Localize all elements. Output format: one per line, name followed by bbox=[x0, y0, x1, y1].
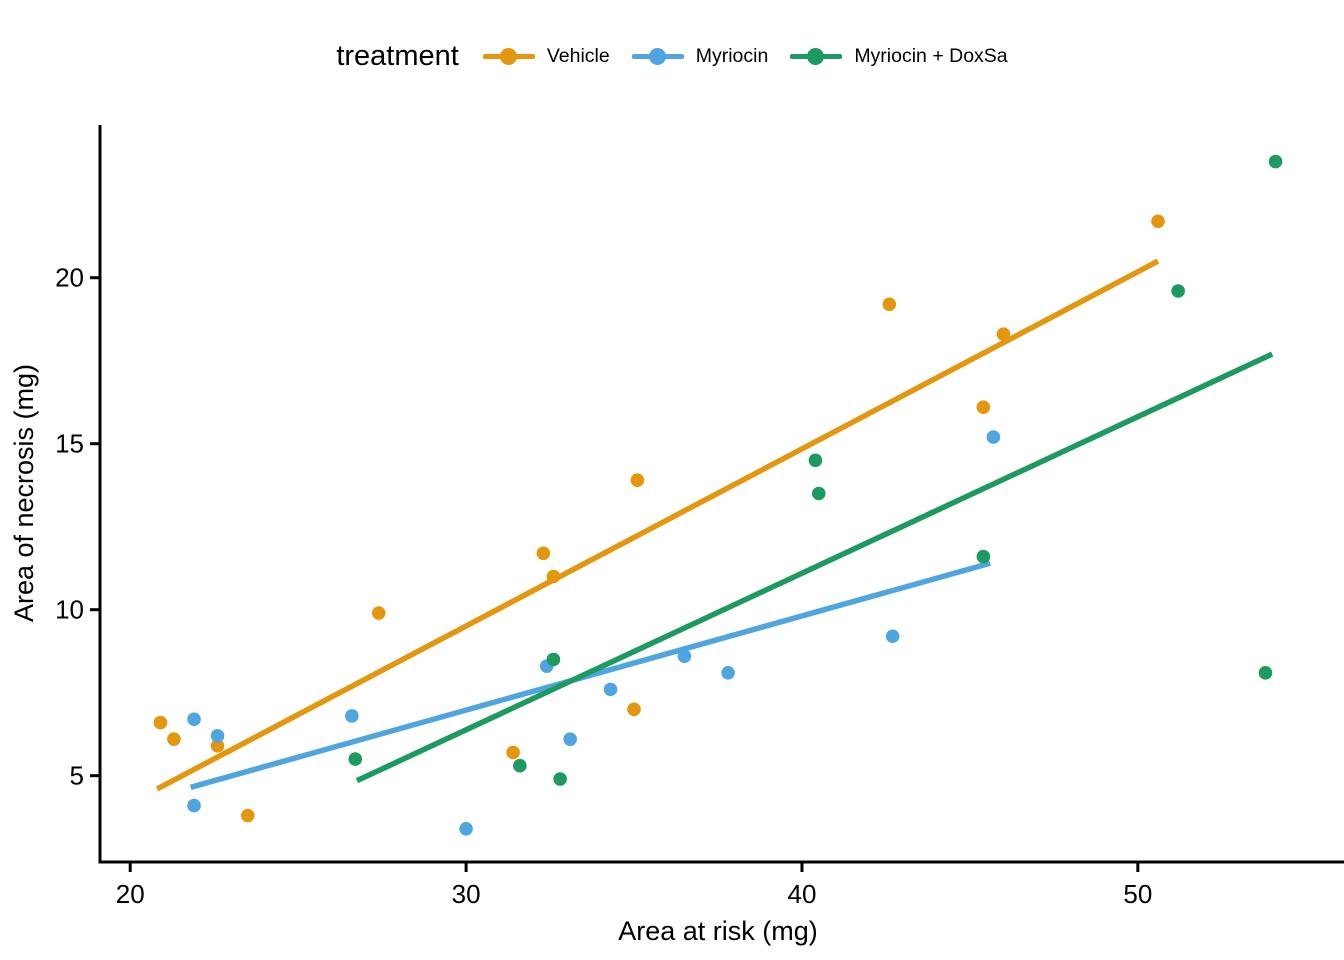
data-point-myriocin bbox=[986, 430, 1001, 444]
data-point-vehicle bbox=[506, 745, 520, 760]
data-point-vehicle bbox=[167, 732, 181, 746]
data-point-myriocin bbox=[563, 732, 578, 746]
data-point-myriocin-doxsa bbox=[1258, 665, 1273, 680]
data-point-vehicle bbox=[627, 702, 641, 717]
trend-line-myriocin bbox=[189, 560, 991, 790]
data-point-vehicle bbox=[536, 546, 551, 561]
data-point-myriocin-doxsa bbox=[546, 652, 561, 667]
data-point-myriocin bbox=[721, 665, 735, 680]
data-point-vehicle bbox=[546, 569, 561, 584]
data-point-myriocin bbox=[677, 649, 692, 663]
x-tick-label: 50 bbox=[1123, 879, 1152, 909]
y-tick-label: 10 bbox=[55, 595, 84, 625]
data-point-myriocin-doxsa bbox=[348, 752, 363, 766]
x-axis-title: Area at risk (mg) bbox=[618, 916, 818, 946]
data-point-vehicle bbox=[153, 715, 168, 730]
y-tick-label: 5 bbox=[70, 761, 84, 791]
data-point-myriocin bbox=[345, 709, 359, 723]
x-tick-label: 30 bbox=[452, 879, 481, 909]
data-point-myriocin bbox=[187, 798, 201, 813]
data-point-vehicle bbox=[1151, 214, 1165, 229]
axes-layer: 20 30 40 50 5 10 15 20 bbox=[55, 125, 1344, 909]
data-point-myriocin-doxsa bbox=[1268, 154, 1283, 169]
y-axis-title: Area of necrosis (mg) bbox=[9, 364, 39, 622]
trend-lines-layer bbox=[155, 258, 1274, 792]
data-point-myriocin-doxsa bbox=[808, 453, 823, 468]
data-point-vehicle bbox=[996, 327, 1011, 341]
y-tick-label: 20 bbox=[55, 263, 84, 293]
data-point-myriocin-doxsa bbox=[513, 758, 527, 773]
y-tick-label: 15 bbox=[55, 429, 84, 459]
data-point-vehicle bbox=[371, 606, 386, 620]
data-point-vehicle bbox=[630, 473, 645, 488]
trend-line-myriocin-doxsa bbox=[355, 351, 1274, 784]
data-point-myriocin bbox=[210, 729, 225, 743]
data-point-myriocin-doxsa bbox=[1171, 284, 1185, 298]
data-point-myriocin-doxsa bbox=[553, 772, 567, 786]
data-point-myriocin-doxsa bbox=[976, 549, 991, 564]
data-point-vehicle bbox=[976, 400, 991, 414]
data-point-myriocin bbox=[603, 682, 618, 697]
data-point-myriocin-doxsa bbox=[811, 486, 826, 501]
data-point-myriocin bbox=[885, 629, 900, 644]
data-point-vehicle bbox=[882, 297, 897, 312]
data-point-myriocin bbox=[459, 822, 473, 836]
x-tick-label: 20 bbox=[116, 879, 145, 909]
trend-line-vehicle bbox=[155, 258, 1160, 792]
data-points-layer bbox=[153, 154, 1283, 836]
x-tick-label: 40 bbox=[788, 879, 817, 909]
data-point-vehicle bbox=[240, 808, 255, 823]
data-point-myriocin bbox=[187, 712, 201, 727]
data-point-vehicle bbox=[210, 739, 225, 753]
